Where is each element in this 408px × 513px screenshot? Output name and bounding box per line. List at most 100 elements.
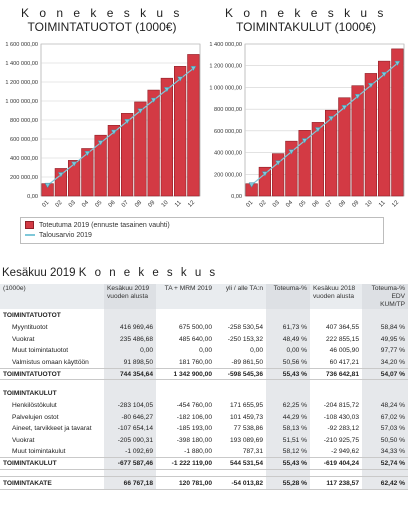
bar [391,48,404,197]
x-tick-label: 11 [174,200,183,209]
legend-bar-swatch [25,221,34,229]
budget-marker [354,93,361,100]
bar [147,89,160,197]
budget-marker [163,87,170,93]
bar [311,122,325,197]
y-tick-label: 600 000,00 [214,129,242,135]
bar [67,160,81,197]
column-header: Toteuma-% EDV KUM/TP [362,284,408,309]
table-cell: 744 354,64 [104,367,156,381]
bar [94,134,107,197]
budget-marker [314,127,321,133]
budget-marker [190,65,197,72]
table-cell: 58,12 % [266,446,310,458]
y-tick-label: 800 000,00 [10,118,38,124]
column-header: Kesäkuu 2018 vuoden alusta [310,284,362,309]
budget-marker [261,171,268,177]
bar [377,60,391,197]
table-cell: 1 342 900,00 [156,367,215,381]
table-cell: 54,07 % [362,367,408,381]
column-header: Kesäkuu 2019 vuoden alusta [104,284,156,309]
x-tick-label: 06 [108,199,117,208]
table-header-row: (1000e) Kesäkuu 2019 vuoden alusta TA + MR… [0,284,408,309]
x-tick-label: 02 [55,199,64,208]
budget-marker [248,182,255,188]
y-tick-label: 1 000 000,00 [209,85,242,91]
table-cell: 235 486,68 [104,333,156,346]
table-row: Palvelujen ostot -80 646,27 -182 106,00 101… [0,411,408,424]
table-cell: -398 180,00 [176,437,212,445]
table-cell [310,470,362,477]
y-tick-label: 800 000,00 [214,107,242,113]
column-header: yli / alle TA:n [215,284,266,309]
table-cell [215,470,266,477]
row-label: Vuokrat [12,437,35,445]
row-label: Myyntituotot [12,324,48,332]
table-cell: 52,74 % [362,457,408,471]
table-cell: 485 640,00 [178,335,212,343]
table-cell: 34,20 % [362,356,408,369]
table-cell: -204 815,72 [323,402,359,410]
x-tick-label: 08 [338,199,347,208]
table-cell: 91 898,50 [104,356,156,369]
x-tick-label: 10 [365,199,374,208]
table-cell: -92 283,12 [327,425,359,433]
budget-marker [301,138,308,144]
x-tick-label: 11 [378,200,387,209]
row-label: Valmistus omaan käyttöön [12,358,89,366]
legend-label: Talousarvio 2019 [39,232,92,239]
table-cell: 48,49 % [266,333,310,346]
table-cell: -54 013,82 [215,476,266,491]
table-row: Muut toimintakulut -1 092,69 -1 880,00 787,… [0,446,408,458]
table-cell: -258 530,54 [227,324,263,332]
table-cell: 49,95 % [362,333,408,346]
row-label: TOIMINTATUOTOT [3,312,61,319]
table-cell: 62,25 % [266,399,310,412]
bar [107,125,121,197]
x-tick-label: 01 [245,199,254,208]
table-cell [156,380,215,387]
y-tick-label: 200 000,00 [214,172,242,178]
table-row: Aineet, tarvikkeet ja tavarat -107 654,14… [0,423,408,435]
bar [120,113,134,197]
table-cell: -677 587,46 [104,457,156,471]
x-tick-label: 08 [134,199,143,208]
table-row: Myyntituotot 416 969,46 675 500,00 -258 530… [0,322,408,334]
budget-marker [84,150,91,157]
table-cell: 58,84 % [362,322,408,334]
table-cell: 0,00 [199,347,212,355]
x-tick-label: 09 [351,199,360,208]
table-cell: 66 767,18 [104,476,156,491]
costs-chart: 0,00 200 000,00 400 000,00 600 000,00 800 00… [209,42,405,209]
table-cell: 181 760,00 [178,358,212,366]
table-cell: 60 417,21 [329,358,359,366]
y-tick-label: 0,00 [231,194,242,200]
table-cell [310,380,362,387]
table-row: Valmistus omaan käyttöön 91 898,50 181 760… [0,356,408,369]
bar [160,77,174,197]
bar [258,166,272,197]
table-row: Vuokrat -205 090,31 -398 180,00 193 089,69 5… [0,434,408,447]
y-tick-label: 1 400 000,00 [5,61,38,67]
table-cell [266,379,310,387]
table-cell: -250 153,32 [227,335,263,343]
x-tick-label: 03 [68,199,77,208]
budget-marker [341,105,348,111]
sect-row: TOIMINTAKULUT [0,386,408,400]
table-cell: 97,77 % [362,345,408,357]
table-cell [104,386,156,400]
table-cell: 34,33 % [362,446,408,458]
bar [54,168,68,197]
row-label: Muut toimintatuotot [12,347,69,355]
y-tick-label: 0,00 [27,194,38,200]
table-cell [104,309,156,322]
y-tick-label: 1 200 000,00 [209,64,242,70]
x-tick-label: 10 [161,199,170,208]
table-cell: -2 949,62 [331,448,359,456]
report-title: Kesäkuu 2019 K o n e k e s k u s [2,267,218,279]
x-tick-label: 07 [325,199,334,208]
grand-row: TOIMINTAKATE 66 767,18 120 781,00 -54 013,8… [0,476,408,491]
x-tick-label: 01 [41,199,50,208]
spacer-row [0,469,408,477]
table-cell [362,379,408,387]
